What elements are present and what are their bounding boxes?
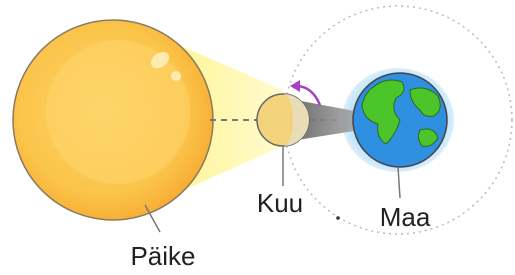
eclipse-diagram: Päike Kuu Maa: [0, 0, 515, 275]
sun-label: Päike: [130, 241, 195, 271]
arrow-head: [290, 80, 300, 92]
sun-highlight: [171, 71, 181, 81]
moon-label: Kuu: [257, 188, 303, 218]
orbit-dot: [336, 216, 340, 220]
sun-core: [46, 40, 190, 184]
earth-label: Maa: [380, 202, 431, 232]
